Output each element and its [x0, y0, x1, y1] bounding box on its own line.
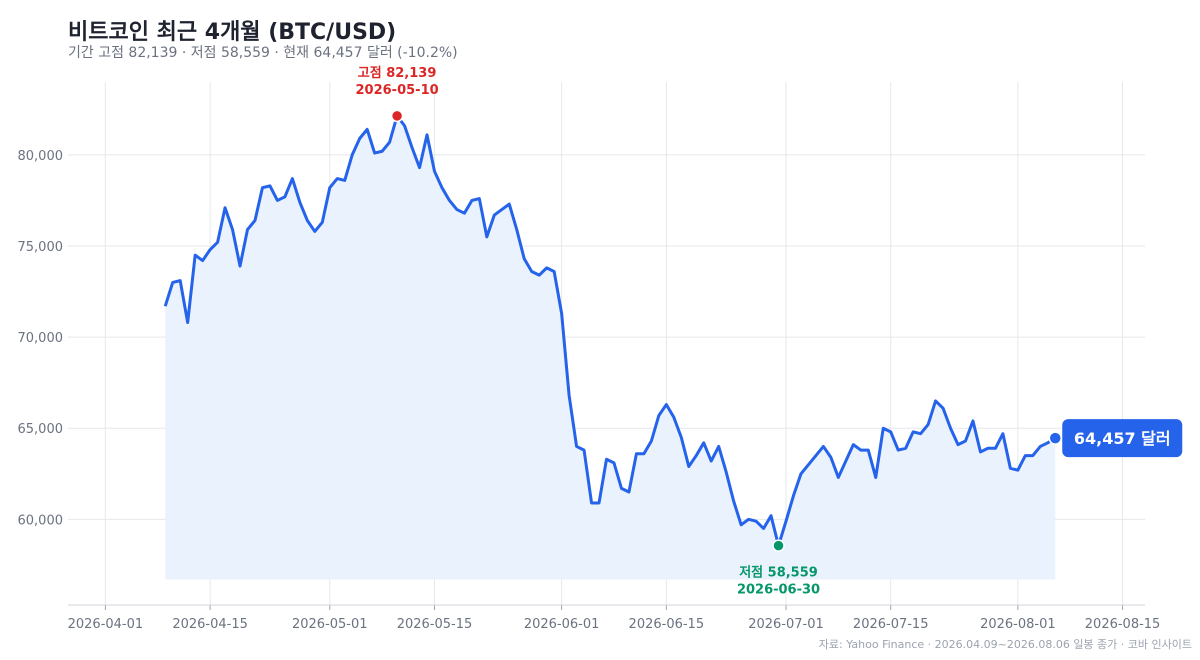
low-label: 저점 58,559 [739, 566, 818, 581]
x-tick-label: 2026-06-01 [524, 617, 600, 632]
low-point-marker [772, 539, 785, 552]
low-date-label: 2026-06-30 [737, 583, 820, 598]
high-point-marker [390, 109, 404, 123]
chart-title: 비트코인 최근 4개월 (BTC/USD) [68, 20, 397, 45]
axis-layer: 60,000 65,000 70,000 75,000 80,000 2026-04-01… [18, 149, 1161, 632]
x-tick-label: 2026-06-15 [629, 617, 705, 632]
price-area [165, 115, 1056, 580]
x-tick-label: 2026-08-01 [980, 617, 1056, 632]
y-tick-label: 65,000 [18, 422, 64, 437]
marks-layer: 고점 82,139 2026-05-10 저점 58,559 2026-06-30 64… [356, 66, 1183, 598]
x-tick-label: 2026-05-15 [397, 617, 473, 632]
x-tick-label: 2026-08-15 [1085, 617, 1161, 632]
price-line [163, 114, 1057, 548]
x-tick-label: 2026-07-15 [853, 617, 929, 632]
chart-subtitle: 기간 고점 82,139 · 저점 58,559 · 현재 64,457 달러 … [68, 45, 458, 61]
source-note: 자료: Yahoo Finance · 2026.04.09~2026.08.0… [818, 638, 1192, 651]
x-tick-label: 2026-04-01 [68, 617, 144, 632]
y-tick-label: 80,000 [18, 149, 64, 164]
y-tick-label: 75,000 [18, 240, 64, 255]
current-value-label: 64,457 달러 [1074, 429, 1171, 448]
x-tick-label: 2026-07-01 [748, 617, 824, 632]
current-value-badge [1062, 419, 1183, 458]
high-label: 고점 82,139 [358, 66, 437, 81]
high-date-label: 2026-05-10 [356, 83, 439, 98]
x-tick-label: 2026-05-01 [292, 617, 368, 632]
y-tick-label: 70,000 [18, 331, 64, 346]
x-tick-label: 2026-04-15 [172, 617, 248, 632]
current-point-marker [1048, 431, 1062, 445]
y-tick-label: 60,000 [18, 513, 64, 528]
